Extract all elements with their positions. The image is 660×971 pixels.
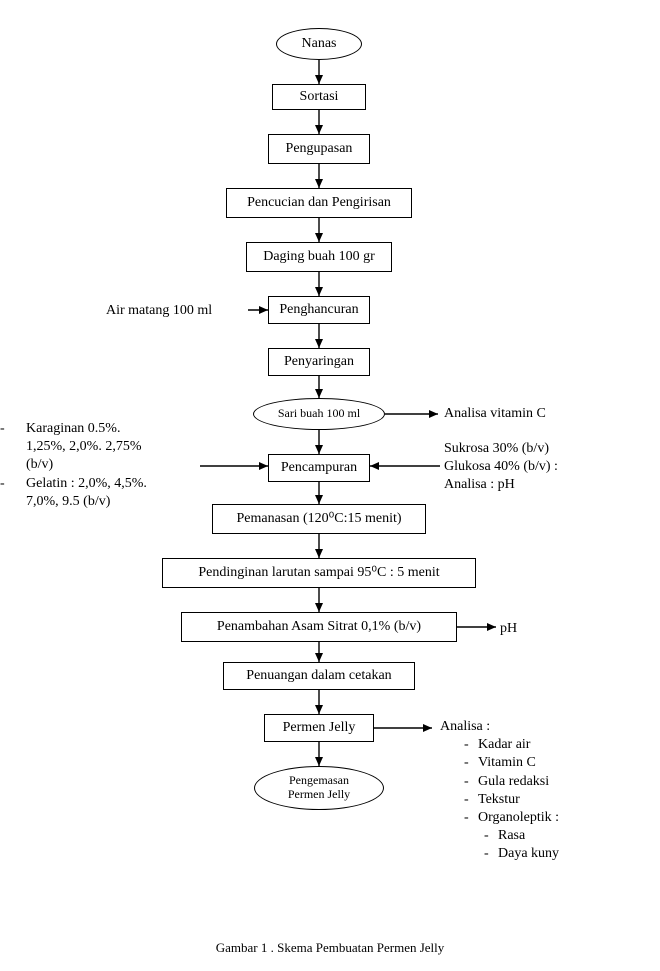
figure-caption: Gambar 1 . Skema Pembuatan Permen Jelly <box>0 940 660 956</box>
node-pencampuran: Pencampuran <box>268 454 370 482</box>
node-permenjelly: Permen Jelly <box>264 714 374 742</box>
node-pendinginan: Pendinginan larutan sampai 95⁰C : 5 meni… <box>162 558 476 588</box>
node-pencucian: Pencucian dan Pengirisan <box>226 188 412 218</box>
label-air-matang: Air matang 100 ml <box>106 302 256 320</box>
label-analisa-vitamin-c: Analisa vitamin C <box>444 405 644 423</box>
node-asamsitrat: Penambahan Asam Sitrat 0,1% (b/v) <box>181 612 457 642</box>
node-penghancuran: Penghancuran <box>268 296 370 324</box>
node-penuangan: Penuangan dalam cetakan <box>223 662 415 690</box>
label-ph: pH <box>500 620 560 638</box>
node-sortasi: Sortasi <box>272 84 366 110</box>
node-pengemasan: Pengemasan Permen Jelly <box>254 766 384 810</box>
label-karaginan-gelatin: -Karaginan 0.5%.1,25%, 2,0%. 2,75%(b/v)-… <box>0 420 200 511</box>
node-sari: Sari buah 100 ml <box>253 398 385 430</box>
node-pengupasan: Pengupasan <box>268 134 370 164</box>
node-daging: Daging buah 100 gr <box>246 242 392 272</box>
node-nanas: Nanas <box>276 28 362 60</box>
label-analisa-permen: Analisa :-Kadar air-Vitamin C-Gula redak… <box>440 718 660 864</box>
node-pemanasan: Pemanasan (120⁰C:15 menit) <box>212 504 426 534</box>
label-sukrosa-glukosa: Sukrosa 30% (b/v)Glukosa 40% (b/v) :Anal… <box>444 440 644 495</box>
node-penyaringan: Penyaringan <box>268 348 370 376</box>
